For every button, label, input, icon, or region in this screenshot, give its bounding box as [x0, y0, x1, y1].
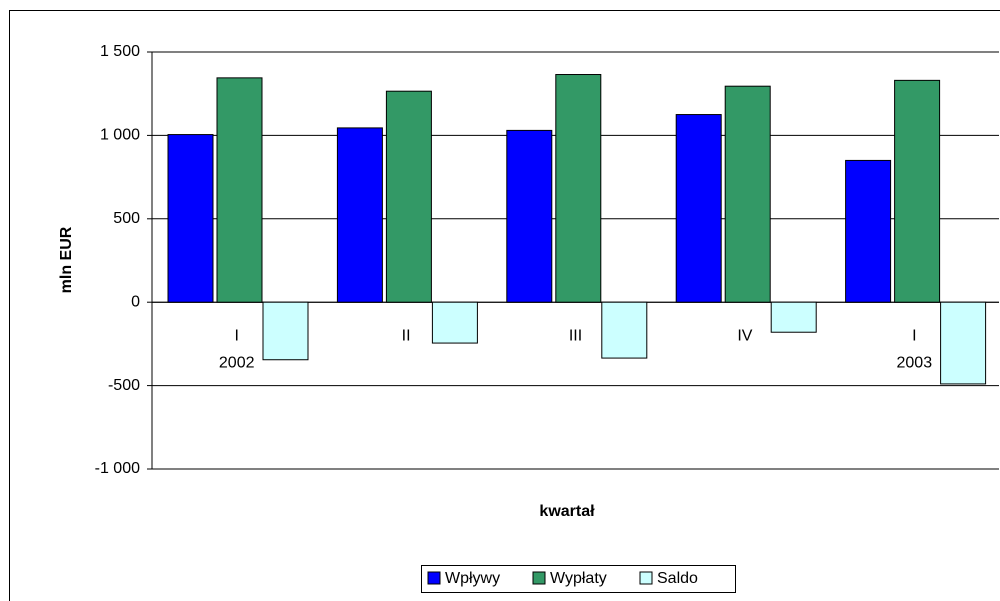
bar [336, 127, 383, 303]
bar [167, 134, 214, 303]
bar [431, 301, 478, 344]
x-tick-label: I [912, 327, 916, 344]
bar [506, 129, 553, 303]
x-tick-label: I [234, 327, 238, 344]
legend-box [421, 565, 736, 593]
legend-swatch [639, 571, 653, 585]
legend-label: Wpływy [445, 570, 500, 587]
bar [385, 90, 432, 303]
y-tick-label: 500 [113, 210, 140, 227]
y-tick-label: 1 500 [100, 43, 140, 60]
x-axis-title: kwartał [539, 503, 595, 520]
y-tick-label: -1 000 [95, 460, 140, 477]
y-tick-label: -500 [108, 377, 140, 394]
y-axis-title: mln EUR [58, 226, 75, 293]
bar [675, 114, 722, 303]
x-tick-label: III [569, 327, 582, 344]
x-tick-year: 2002 [219, 354, 255, 371]
y-tick-label: 1 000 [100, 127, 140, 144]
bar [216, 77, 263, 303]
legend-swatch [532, 571, 546, 585]
bar [555, 74, 602, 303]
bar [262, 301, 309, 361]
y-tick-label: 0 [131, 293, 140, 310]
x-tick-year: 2003 [897, 354, 933, 371]
x-tick-label: II [402, 327, 411, 344]
bar [894, 79, 941, 303]
x-tick-label: IV [737, 327, 752, 344]
legend-label: Wypłaty [550, 570, 607, 587]
bar [724, 85, 771, 303]
chart-border [9, 10, 1000, 601]
legend-swatch [427, 571, 441, 585]
bar [845, 159, 892, 303]
bar [601, 301, 648, 359]
bar [770, 301, 817, 333]
legend-label: Saldo [657, 570, 698, 587]
bar [940, 301, 987, 385]
